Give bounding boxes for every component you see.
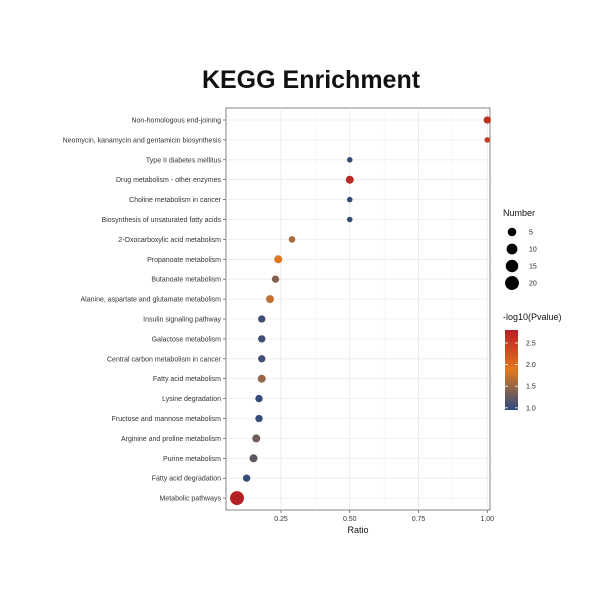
data-point: [249, 454, 258, 463]
category-label: Metabolic pathways: [160, 496, 222, 503]
x-tick-label: 0.75: [412, 516, 426, 523]
data-point: [346, 157, 353, 163]
category-label: Galactose metabolism: [152, 336, 221, 343]
category-label: Alanine, aspartate and glutamate metabol…: [81, 297, 222, 304]
color-legend: -log10(Pvalue) 1.0 1.5 2.0 2.5: [503, 312, 562, 412]
size-legend-label: 5: [529, 230, 533, 237]
data-point: [257, 374, 266, 383]
size-legend-dot: [505, 276, 519, 290]
data-point: [252, 434, 261, 443]
size-legend-label: 20: [529, 281, 537, 288]
x-axis-ticks: 0.25 0.50 0.75 1.00: [274, 510, 494, 523]
data-points: [230, 116, 491, 506]
color-legend-label: 2.5: [526, 340, 536, 347]
chart-title: KEGG Enrichment: [202, 66, 421, 94]
category-label: Insulin signaling pathway: [143, 317, 221, 324]
data-point: [266, 295, 274, 304]
category-label: Neomycin, kanamycin and gentamicin biosy…: [63, 137, 222, 144]
color-legend-label: 1.0: [526, 405, 536, 412]
data-point: [345, 175, 354, 184]
color-scale-bar: [505, 330, 518, 410]
data-point: [230, 491, 244, 506]
size-legend-label: 15: [529, 264, 537, 271]
category-label: Arginine and proline metabolism: [121, 436, 221, 443]
x-tick-label: 0.50: [343, 516, 357, 523]
data-point: [242, 474, 251, 482]
category-label: Non-homologous end-joining: [131, 118, 221, 125]
plot-panel: [225, 107, 491, 511]
data-point: [288, 236, 296, 243]
data-point: [258, 315, 266, 323]
category-label: Purine metabolism: [163, 456, 221, 463]
category-label: Drug metabolism - other enzymes: [116, 177, 222, 184]
x-axis-title: Ratio: [347, 525, 368, 535]
data-point: [255, 414, 263, 423]
category-label: Butanoate metabolism: [151, 277, 221, 284]
size-legend-dot: [505, 259, 519, 273]
data-point: [258, 355, 266, 363]
data-point: [274, 255, 283, 264]
size-legend-dot: [506, 243, 518, 255]
size-legend-dot: [507, 227, 517, 237]
category-label: Fructose and mannose metabolism: [112, 416, 221, 423]
data-point: [258, 335, 266, 343]
grid-lines: [226, 108, 490, 510]
category-label: Lysine degradation: [162, 396, 221, 403]
color-legend-label: 1.5: [526, 384, 536, 391]
data-point: [484, 137, 491, 143]
category-label: Choline metabolism in cancer: [129, 197, 221, 204]
category-label: Type II diabetes mellitus: [146, 157, 222, 164]
category-label: Biosynthesis of unsaturated fatty acids: [102, 217, 222, 224]
color-legend-title: -log10(Pvalue): [503, 312, 562, 322]
category-label: Fatty acid metabolism: [153, 376, 221, 383]
category-label: Fatty acid degradation: [152, 476, 221, 483]
data-point: [271, 275, 280, 283]
data-point: [346, 196, 353, 203]
data-point: [346, 216, 353, 223]
category-label: 2-Oxocarboxylic acid metabolism: [118, 237, 221, 244]
size-legend: Number 5 10 15 20: [503, 208, 537, 290]
color-legend-label: 2.0: [526, 362, 536, 369]
x-tick-label: 0.25: [274, 516, 288, 523]
category-labels: Non-homologous end-joining Neomycin, kana…: [63, 118, 226, 503]
size-legend-title: Number: [503, 208, 535, 218]
data-point: [483, 116, 491, 124]
category-label: Central carbon metabolism in cancer: [107, 356, 222, 363]
data-point: [255, 394, 263, 403]
size-legend-label: 10: [529, 247, 537, 254]
x-tick-label: 1.00: [480, 516, 494, 523]
category-label: Propanoate metabolism: [147, 257, 221, 264]
